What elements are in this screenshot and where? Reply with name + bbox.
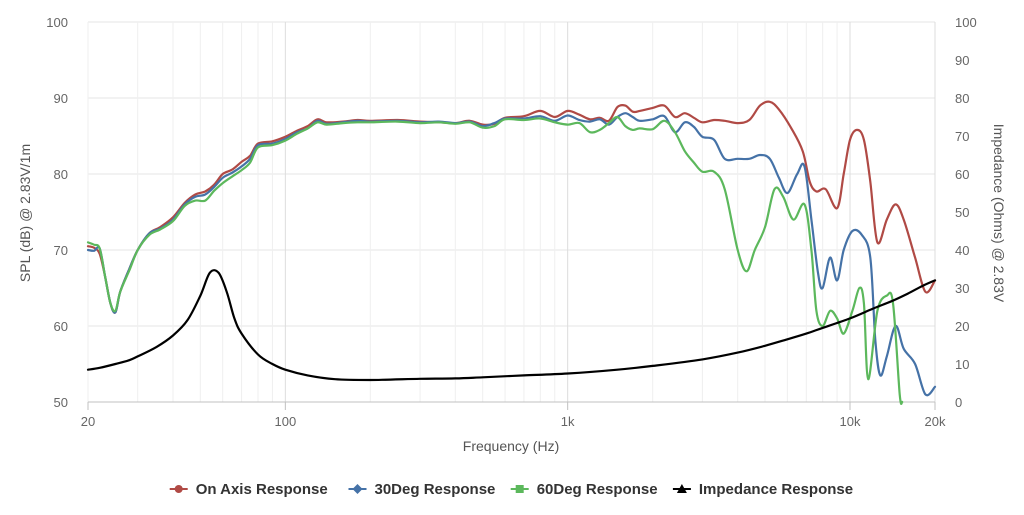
y-axis-title-left: SPL (dB) @ 2.83V/1m (17, 144, 33, 282)
legend-item-0[interactable]: On Axis Response (169, 481, 328, 498)
legend-square-marker (515, 485, 524, 493)
legend: On Axis Response 30Deg Response 60Deg Resp… (169, 481, 853, 498)
y-right-tick-label: 70 (955, 129, 969, 144)
x-tick-label: 20 (81, 414, 95, 429)
series-line-1 (86, 112, 937, 397)
y-right-tick-label: 40 (955, 243, 969, 258)
y-right-tick-label: 10 (955, 357, 969, 372)
y-right-tick-label: 20 (955, 319, 969, 334)
legend-item-2[interactable]: 60Deg Response (510, 481, 658, 498)
legend-item-3[interactable]: Impedance Response (672, 481, 853, 498)
axis-titles: Frequency (Hz) SPL (dB) @ 2.83V/1m Imped… (17, 124, 1007, 454)
y-left-tick-label: 70 (54, 243, 68, 258)
x-tick-label: 20k (925, 414, 946, 429)
legend-diamond-marker (352, 484, 363, 494)
y-left-tick-label: 80 (54, 167, 68, 182)
legend-circle-marker (174, 485, 183, 493)
legend-label: Impedance Response (699, 481, 853, 498)
y-left-tick-label: 60 (54, 319, 68, 334)
x-tick-label: 1k (561, 414, 575, 429)
legend-triangle-marker (676, 484, 687, 493)
series-line-2 (86, 115, 904, 405)
x-tick-label: 100 (274, 414, 296, 429)
legend-label: On Axis Response (196, 481, 328, 498)
y-right-tick-label: 80 (955, 91, 969, 106)
y-right-tick-label: 0 (955, 395, 962, 410)
tick-labels: 20 100 1k 10k 20k 50 60 70 80 90 100 0 10 20 30 40 50 60 7… (46, 15, 976, 429)
series-line-0 (86, 100, 937, 314)
series-line-3 (86, 269, 937, 382)
y-axis-title-right: Impedance (Ohms) @ 2.83V (991, 124, 1007, 303)
legend-item-1[interactable]: 30Deg Response (348, 481, 496, 498)
y-left-tick-label: 50 (54, 395, 68, 410)
y-right-tick-label: 50 (955, 205, 969, 220)
x-axis-title: Frequency (Hz) (463, 438, 559, 454)
series-lines (86, 100, 937, 405)
y-left-tick-label: 90 (54, 91, 68, 106)
y-right-tick-label: 90 (955, 53, 969, 68)
legend-label: 60Deg Response (537, 481, 658, 498)
x-tick-label: 10k (840, 414, 861, 429)
y-right-tick-label: 60 (955, 167, 969, 182)
y-left-tick-label: 100 (46, 15, 68, 30)
y-right-tick-label: 30 (955, 281, 969, 296)
legend-label: 30Deg Response (375, 481, 496, 498)
y-right-tick-label: 100 (955, 15, 977, 30)
